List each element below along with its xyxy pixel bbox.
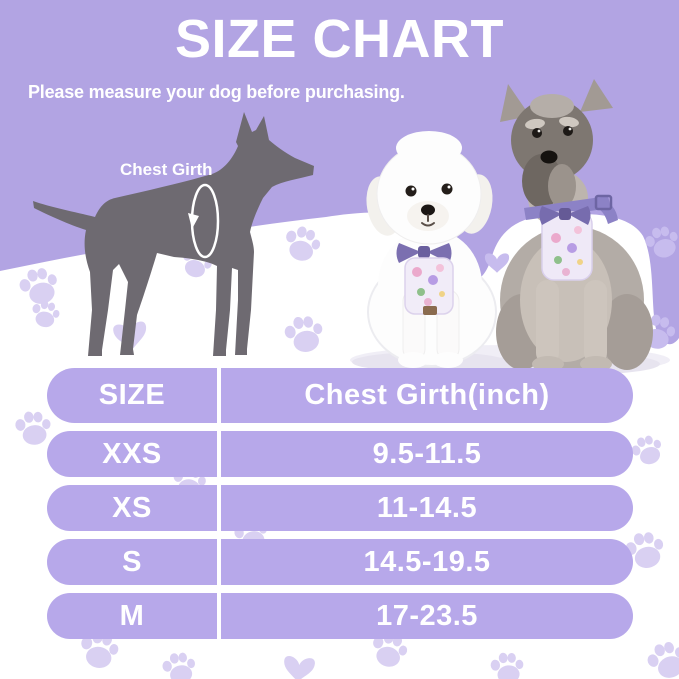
size-table: SIZE Chest Girth(inch) XXS 9.5-11.5 XS 1… <box>47 368 633 647</box>
table-header-row: SIZE Chest Girth(inch) <box>47 368 633 423</box>
dog-eye <box>563 126 573 136</box>
paw-icon <box>489 651 525 679</box>
dog-photo-maltese <box>366 131 497 368</box>
page-title: SIZE CHART <box>175 9 504 69</box>
paw-icon <box>16 263 63 309</box>
size-cell: XXS <box>47 431 217 477</box>
dog-photo-schnauzer <box>496 79 653 374</box>
size-cell: S <box>47 539 217 585</box>
table-row-xxs: XXS 9.5-11.5 <box>47 431 633 477</box>
dog-silhouette <box>33 112 314 356</box>
harness <box>524 194 618 281</box>
dog-nose <box>540 150 558 164</box>
floral-harness-bib <box>404 257 454 315</box>
girth-cell: 9.5-11.5 <box>221 431 633 477</box>
dog-eye <box>532 128 542 138</box>
table-row-s: S 14.5-19.5 <box>47 539 633 585</box>
dog-eye <box>441 183 453 195</box>
header-cell-chest-girth: Chest Girth(inch) <box>221 368 633 423</box>
dog-eye <box>405 185 417 197</box>
heart-icon <box>282 655 316 679</box>
paw-icon <box>29 298 62 330</box>
chest-girth-label: Chest Girth <box>120 160 213 179</box>
paw-icon <box>282 313 326 356</box>
paw-icon <box>643 636 679 679</box>
dog-ear <box>580 79 613 112</box>
header-cell-size: SIZE <box>47 368 217 423</box>
girth-cell: 17-23.5 <box>221 593 633 639</box>
size-cell: XS <box>47 485 217 531</box>
girth-cell: 11-14.5 <box>221 485 633 531</box>
girth-cell: 14.5-19.5 <box>221 539 633 585</box>
dog-nose <box>421 204 435 216</box>
harness-tag <box>423 306 437 315</box>
heart-icon <box>484 253 510 273</box>
paw-icon <box>628 431 667 469</box>
arrow-down-icon <box>188 213 199 229</box>
paw-icon <box>160 649 199 679</box>
table-row-m: M 17-23.5 <box>47 593 633 639</box>
page-subtitle: Please measure your dog before purchasin… <box>28 82 405 102</box>
paw-icon <box>280 223 324 265</box>
size-cell: M <box>47 593 217 639</box>
chest-girth-measure-ring <box>188 183 220 259</box>
table-row-xs: XS 11-14.5 <box>47 485 633 531</box>
bow-tie <box>539 206 591 225</box>
